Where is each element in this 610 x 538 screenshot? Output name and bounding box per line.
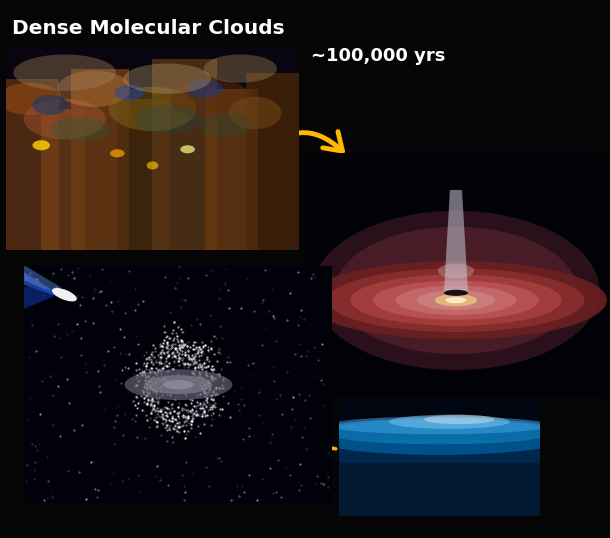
Ellipse shape [328, 268, 584, 332]
Bar [71, 68, 129, 250]
Text: Exo-Oort Clouds: Exo-Oort Clouds [98, 284, 256, 302]
Ellipse shape [50, 117, 109, 141]
Ellipse shape [373, 281, 539, 320]
Polygon shape [12, 285, 59, 314]
Ellipse shape [309, 420, 570, 455]
Ellipse shape [13, 54, 116, 91]
Text: Dense Molecular Clouds: Dense Molecular Clouds [12, 19, 285, 38]
Ellipse shape [170, 79, 252, 119]
Ellipse shape [124, 369, 232, 400]
Ellipse shape [123, 63, 211, 94]
Ellipse shape [318, 418, 560, 444]
Bar [41, 109, 85, 250]
FancyArrowPatch shape [285, 353, 413, 385]
Ellipse shape [328, 416, 550, 434]
Ellipse shape [32, 140, 50, 150]
Bar [117, 99, 170, 250]
Ellipse shape [417, 291, 495, 310]
Ellipse shape [424, 415, 495, 424]
Polygon shape [444, 190, 468, 293]
Ellipse shape [350, 274, 562, 326]
Bar [339, 398, 540, 445]
Ellipse shape [204, 54, 277, 83]
Ellipse shape [389, 415, 510, 429]
Text: ~100,000 yrs: ~100,000 yrs [311, 47, 445, 66]
Bar [205, 89, 258, 250]
Text: ~10$^7$ yrs: ~10$^7$ yrs [306, 209, 383, 281]
Ellipse shape [135, 105, 199, 133]
FancyArrowPatch shape [221, 408, 336, 449]
Bar [339, 463, 540, 516]
Ellipse shape [0, 83, 62, 115]
Text: Oceans: Oceans [363, 376, 436, 394]
Polygon shape [18, 261, 62, 292]
Ellipse shape [335, 227, 577, 354]
Ellipse shape [24, 99, 106, 139]
Ellipse shape [145, 375, 212, 394]
Ellipse shape [188, 80, 223, 98]
Ellipse shape [435, 294, 477, 306]
Text: Protoplanetary
Disks (proplyds): Protoplanetary Disks (proplyds) [427, 180, 580, 221]
Polygon shape [18, 268, 59, 297]
FancyArrowPatch shape [258, 132, 342, 159]
Ellipse shape [32, 95, 68, 115]
Ellipse shape [199, 113, 252, 137]
Ellipse shape [229, 97, 281, 129]
Ellipse shape [52, 288, 77, 301]
Ellipse shape [312, 211, 600, 370]
Bar [246, 73, 305, 250]
Ellipse shape [181, 145, 195, 153]
Bar [152, 59, 217, 250]
Ellipse shape [110, 149, 124, 157]
Ellipse shape [115, 84, 144, 101]
Ellipse shape [163, 380, 194, 390]
Ellipse shape [146, 161, 159, 169]
Ellipse shape [305, 261, 607, 339]
Ellipse shape [438, 264, 474, 278]
Bar [339, 440, 540, 463]
Ellipse shape [109, 87, 196, 131]
Ellipse shape [396, 286, 516, 315]
Ellipse shape [57, 70, 131, 107]
Ellipse shape [445, 297, 467, 303]
Ellipse shape [444, 290, 468, 296]
Bar [6, 79, 59, 250]
